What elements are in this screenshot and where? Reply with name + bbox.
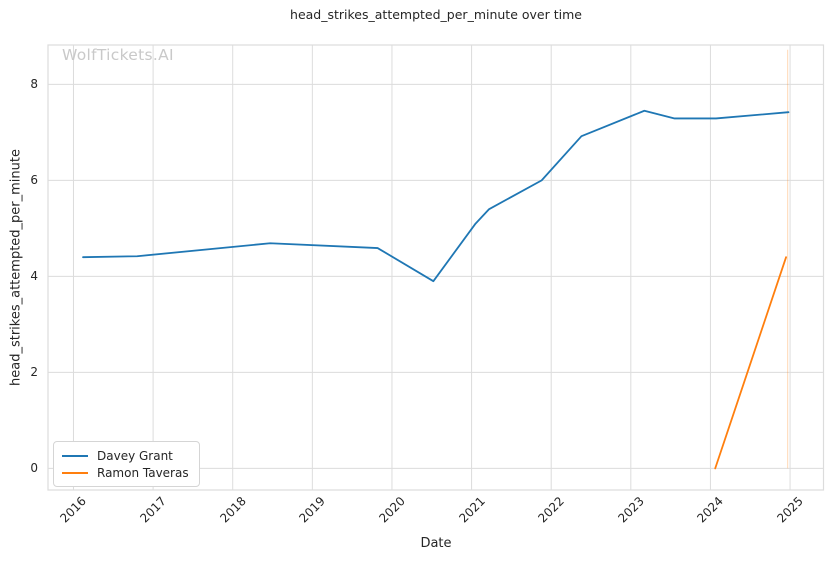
series-line-ramon-taveras	[714, 256, 787, 470]
legend-line-swatch-orange	[62, 471, 88, 474]
y-tick-label: 6	[30, 173, 38, 188]
legend-label: Davey Grant	[97, 448, 173, 463]
y-tick-label: 2	[30, 365, 38, 380]
y-tick-label: 0	[30, 461, 38, 476]
y-tick-label: 4	[30, 269, 38, 284]
y-axis-label: head_strikes_attempted_per_minute	[8, 149, 24, 386]
series-line-davey-grant	[82, 109, 790, 283]
x-axis-label: Date	[420, 536, 452, 551]
legend-item-ramon-taveras: Ramon Taveras	[62, 464, 189, 481]
legend-item-davey-grant: Davey Grant	[62, 447, 189, 464]
y-tick-label: 8	[30, 77, 38, 92]
chart-title: head_strikes_attempted_per_minute over t…	[290, 7, 582, 22]
legend: Davey Grant Ramon Taveras	[53, 441, 200, 487]
legend-line-swatch-blue	[62, 454, 88, 457]
plot-border	[47, 44, 825, 491]
watermark: WolfTickets.AI	[62, 46, 174, 64]
legend-label: Ramon Taveras	[97, 465, 189, 480]
